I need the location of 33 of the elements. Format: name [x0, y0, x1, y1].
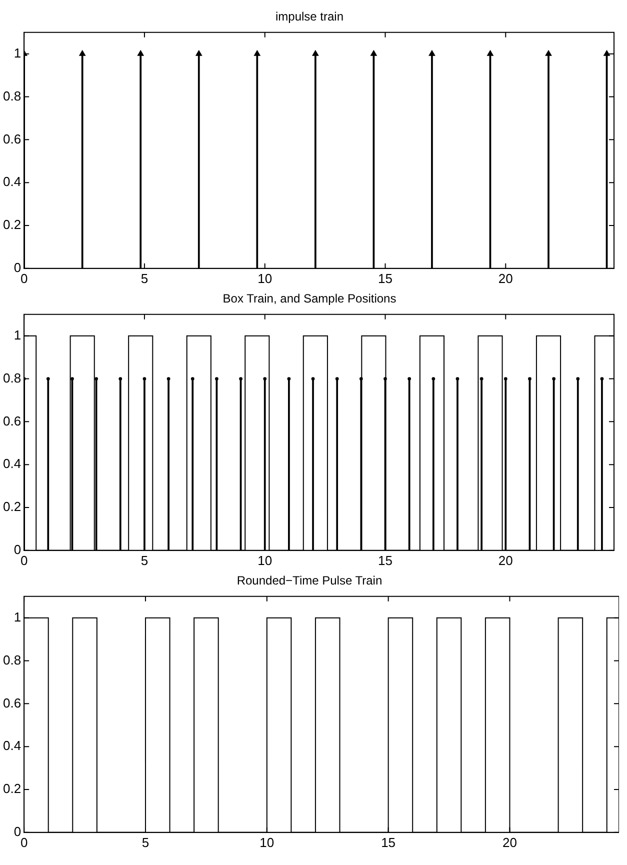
y-tick-label: 1: [14, 327, 22, 342]
y-tick-label: 0: [14, 824, 22, 839]
x-tick-label: 5: [142, 834, 150, 850]
y-tick-label: 0.4: [2, 456, 22, 472]
y-tick-label: 0.6: [2, 413, 22, 428]
x-tick-label: 10: [258, 552, 272, 568]
x-tick-label: 10: [260, 834, 274, 850]
x-tick-label: 15: [378, 270, 392, 286]
x-tick-label: 5: [140, 270, 148, 286]
chart-title: Rounded−Time Pulse Train: [236, 574, 382, 588]
y-tick-label: 0.2: [2, 499, 22, 514]
y-tick-label: 0: [14, 542, 22, 557]
y-tick-label: 0.2: [2, 217, 22, 232]
x-tick-label: 20: [502, 834, 517, 850]
x-tick-label: 15: [381, 834, 396, 850]
chart-title: Box Train, and Sample Positions: [222, 292, 396, 306]
y-tick-label: 1: [14, 609, 22, 624]
x-tick-label: 5: [140, 552, 148, 568]
y-tick-label: 1: [14, 45, 22, 60]
y-tick-label: 0: [14, 260, 22, 275]
x-tick-label: 10: [258, 270, 272, 286]
y-tick-label: 0.6: [2, 131, 22, 146]
x-tick-label: 20: [498, 270, 513, 286]
y-tick-label: 0.6: [2, 695, 22, 710]
y-tick-label: 0.2: [2, 781, 22, 796]
chart-title: impulse train: [275, 10, 344, 24]
y-tick-label: 0.4: [2, 738, 22, 754]
y-tick-label: 0.4: [2, 174, 22, 190]
x-tick-label: 15: [378, 552, 392, 568]
y-tick-label: 0.8: [2, 88, 22, 104]
x-tick-label: 20: [498, 552, 513, 568]
y-tick-label: 0.8: [2, 652, 22, 668]
y-tick-label: 0.8: [2, 370, 22, 386]
